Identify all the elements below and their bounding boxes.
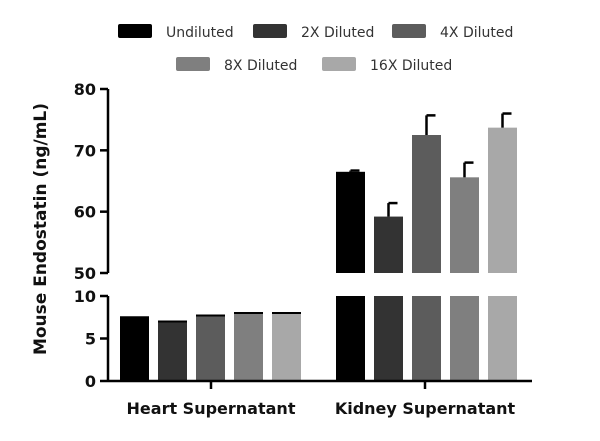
y-tick-label: 0 bbox=[85, 372, 96, 391]
bars bbox=[120, 112, 517, 381]
bar bbox=[272, 313, 301, 381]
bar bbox=[374, 216, 403, 273]
legend-label: 4X Diluted bbox=[440, 25, 513, 41]
bar bbox=[450, 296, 479, 381]
bar bbox=[488, 296, 517, 381]
legend-swatch bbox=[322, 57, 356, 71]
bar bbox=[412, 296, 441, 381]
y-tick-label: 10 bbox=[74, 287, 96, 306]
legend-label: 8X Diluted bbox=[224, 58, 297, 74]
legend-swatch bbox=[253, 24, 287, 38]
bar bbox=[374, 296, 403, 381]
x-axis: Heart Supernatant Kidney Supernatant bbox=[108, 379, 532, 418]
bar bbox=[412, 135, 441, 273]
legend-swatch bbox=[118, 24, 152, 38]
category-label: Heart Supernatant bbox=[127, 399, 296, 418]
y-tick-label: 70 bbox=[74, 141, 96, 160]
legend-item: Undiluted bbox=[118, 24, 234, 41]
legend-label: Undiluted bbox=[166, 25, 234, 41]
bar bbox=[120, 317, 149, 381]
bar bbox=[488, 127, 517, 273]
legend-label: 16X Diluted bbox=[370, 58, 452, 74]
bar bbox=[196, 315, 225, 381]
legend-swatch bbox=[176, 57, 210, 71]
legend: Undiluted 2X Diluted 4X Diluted 8X Diluted 1… bbox=[118, 24, 513, 74]
legend-label: 2X Diluted bbox=[301, 25, 374, 41]
y-tick-label: 50 bbox=[74, 264, 96, 283]
legend-item: 2X Diluted bbox=[253, 24, 374, 41]
bar bbox=[158, 321, 187, 381]
y-axis-label: Mouse Endostatin (ng/mL) bbox=[31, 103, 51, 355]
legend-item: 16X Diluted bbox=[322, 57, 452, 74]
bar bbox=[336, 171, 365, 273]
bar bbox=[450, 177, 479, 273]
y-tick-label: 5 bbox=[85, 330, 96, 349]
category-label: Kidney Supernatant bbox=[335, 399, 516, 418]
legend-item: 8X Diluted bbox=[176, 57, 297, 74]
y-axis: 50 60 70 80 0 5 10 bbox=[74, 80, 110, 391]
bar bbox=[336, 296, 365, 381]
legend-item: 4X Diluted bbox=[392, 24, 513, 41]
bar bbox=[234, 313, 263, 381]
y-tick-label: 80 bbox=[74, 80, 96, 99]
y-tick-label: 60 bbox=[74, 203, 96, 222]
legend-swatch bbox=[392, 24, 426, 38]
